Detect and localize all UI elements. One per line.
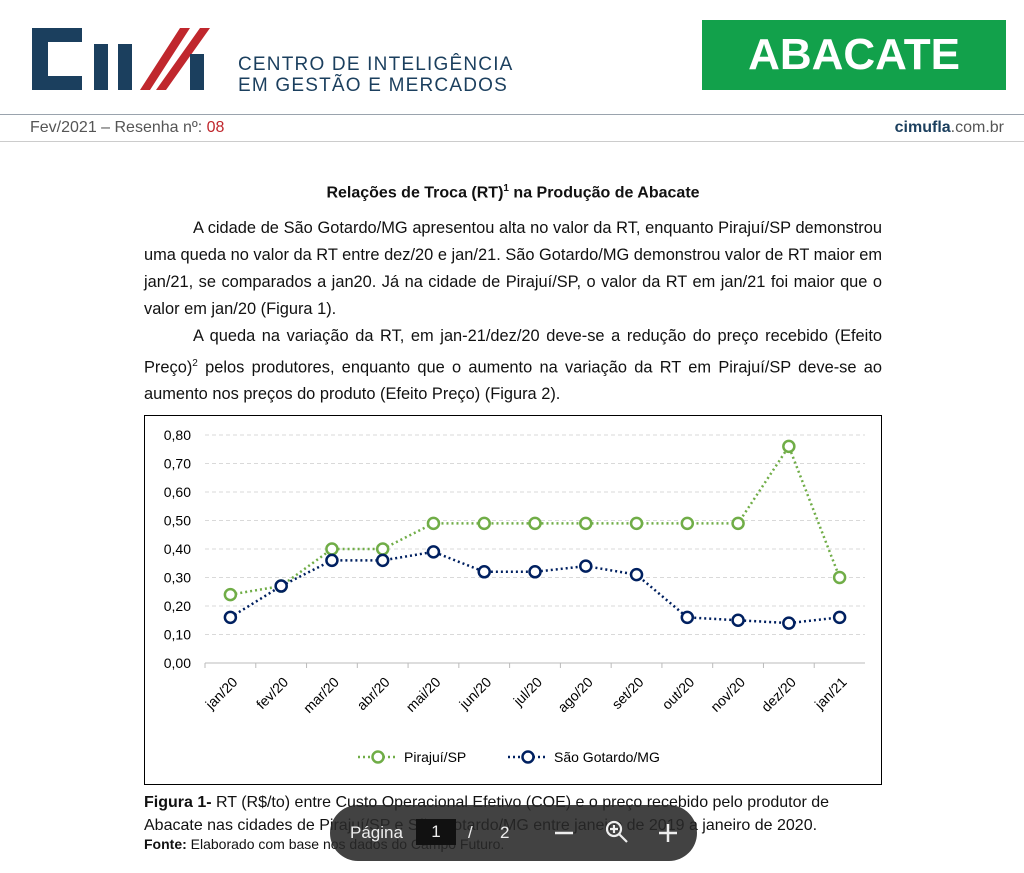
chart: 0,000,100,200,300,400,500,600,700,80jan/… <box>144 415 882 785</box>
issue-number: 08 <box>206 119 225 136</box>
y-tick-label: 0,30 <box>164 570 191 586</box>
y-tick-label: 0,70 <box>164 456 191 472</box>
legend-label: São Gotardo/MG <box>554 749 660 765</box>
figure-label: Figura 1- <box>144 794 212 811</box>
chart-frame <box>144 415 882 785</box>
paragraph: A cidade de São Gotardo/MG apresentou al… <box>144 219 882 318</box>
issue: Fev/2021 – Resenha nº: 08 <box>30 119 224 137</box>
point <box>579 516 593 531</box>
y-tick-label: 0,20 <box>164 598 191 614</box>
zoom-in[interactable] <box>656 821 680 845</box>
paragraph-text: pelos produtores, enquanto que o aumento… <box>144 358 882 404</box>
point <box>477 516 491 531</box>
y-tick-label: 0,50 <box>164 513 191 529</box>
issue-label: Fev/2021 – Resenha nº: <box>30 119 203 136</box>
point <box>680 610 695 625</box>
point <box>680 516 695 531</box>
point <box>325 542 339 556</box>
point <box>579 559 593 573</box>
org-line: EM GESTÃO E MERCADOS <box>238 75 508 96</box>
page-separator: / <box>468 823 473 842</box>
product-badge: ABACATE <box>702 20 1006 90</box>
footnote-mark: 1 <box>503 183 509 194</box>
legend-marker <box>521 750 535 764</box>
rule <box>0 114 1024 115</box>
y-tick-label: 0,80 <box>164 427 191 443</box>
y-tick-label: 0,10 <box>164 627 191 643</box>
point <box>629 516 644 531</box>
paragraph-text: A queda na variação da RT, em jan-21/dez… <box>144 327 882 377</box>
title-text: Relações de Troca (RT) <box>326 184 504 202</box>
point <box>528 516 542 531</box>
point <box>477 565 491 579</box>
point <box>832 570 847 585</box>
y-tick-label: 0,00 <box>164 655 191 671</box>
point <box>223 587 238 602</box>
point <box>528 565 542 579</box>
point <box>731 613 745 627</box>
zoom-fit[interactable] <box>604 819 630 845</box>
rule <box>0 141 1024 142</box>
footnote-mark: 2 <box>192 358 198 369</box>
point <box>426 516 441 531</box>
page-total: 2 <box>500 823 510 842</box>
title-text: na Produção de Abacate <box>508 184 700 202</box>
org-name: CENTRO DE INTELIGÊNCIA EM GESTÃO E MERCA… <box>238 54 514 96</box>
page-input[interactable]: 1 <box>416 819 456 845</box>
site-rest: .com.br <box>950 119 1004 136</box>
legend-label: Pirajuí/SP <box>404 749 466 765</box>
logo <box>32 28 210 90</box>
point <box>274 579 288 593</box>
point <box>375 553 390 568</box>
point <box>731 516 745 531</box>
site: cimufla.com.br <box>895 119 1004 137</box>
org-line: CENTRO DE INTELIGÊNCIA <box>238 54 514 75</box>
point <box>375 542 390 556</box>
pdf-toolbar: Página 1 / 2 <box>330 805 697 861</box>
point <box>325 553 339 568</box>
point <box>426 545 441 559</box>
zoom-out[interactable] <box>552 821 576 845</box>
paragraph: A queda na variação da RT, em jan-21/dez… <box>144 323 882 408</box>
y-tick-label: 0,60 <box>164 484 191 500</box>
point <box>782 616 796 630</box>
page-label: Página <box>350 823 403 842</box>
article-title: Relações de Troca (RT)1 na Produção de A… <box>144 183 882 202</box>
legend-marker <box>371 750 385 764</box>
point <box>629 567 644 582</box>
site-bold: cimufla <box>894 119 951 136</box>
source-label: Fonte: <box>144 836 187 852</box>
y-tick-label: 0,40 <box>164 541 191 557</box>
point <box>782 439 796 454</box>
point <box>223 610 238 625</box>
point <box>832 610 847 625</box>
